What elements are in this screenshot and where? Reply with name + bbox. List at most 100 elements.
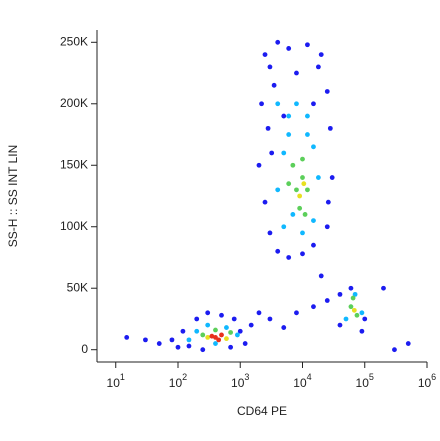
point: [224, 336, 229, 342]
point: [228, 330, 234, 335]
x-axis-label: CD64 PE: [237, 404, 287, 418]
point: [337, 322, 343, 328]
tick-base: 10: [418, 376, 432, 390]
point: [194, 316, 200, 322]
point: [259, 101, 264, 107]
point: [286, 255, 292, 260]
point: [311, 304, 316, 310]
point: [262, 52, 268, 57]
tick-exponent: 5: [369, 372, 374, 382]
point: [305, 187, 310, 193]
y-tick-label: 100K: [60, 219, 88, 233]
point: [275, 39, 281, 45]
point: [231, 316, 237, 322]
point: [169, 337, 175, 343]
tick-base: 10: [231, 376, 245, 390]
point: [348, 285, 354, 291]
point: [262, 199, 268, 205]
point: [200, 332, 206, 338]
point: [224, 325, 229, 330]
point: [348, 304, 354, 310]
point: [281, 325, 287, 330]
point: [351, 307, 357, 313]
point: [286, 132, 292, 137]
point: [324, 224, 330, 230]
point: [329, 175, 335, 180]
point: [275, 187, 281, 193]
point: [362, 316, 368, 322]
point: [286, 46, 292, 51]
point: [205, 322, 211, 328]
y-axis-label: SS-H :: SS INT LIN: [6, 145, 20, 247]
point: [267, 64, 273, 70]
point: [297, 205, 303, 211]
y-tick-label: 0: [81, 342, 88, 356]
y-tick-label: 150K: [60, 157, 88, 171]
point: [350, 295, 356, 301]
point: [305, 113, 310, 119]
point: [305, 132, 310, 137]
point: [311, 144, 316, 150]
point: [327, 125, 333, 131]
point: [242, 341, 248, 346]
point: [267, 230, 273, 236]
point: [269, 150, 275, 156]
point: [286, 181, 292, 187]
point: [318, 52, 324, 57]
point: [265, 125, 271, 131]
point: [325, 199, 331, 205]
point: [200, 347, 206, 353]
point: [300, 175, 305, 180]
point: [354, 312, 360, 318]
point: [256, 162, 262, 168]
point: [281, 224, 287, 230]
point: [219, 312, 224, 318]
x-tick-label: 103: [231, 372, 249, 390]
tick-exponent: 4: [307, 372, 312, 382]
point: [300, 230, 305, 236]
point: [294, 101, 299, 107]
point: [219, 332, 224, 338]
point: [294, 187, 299, 193]
point: [300, 156, 305, 162]
point: [213, 341, 218, 346]
point: [305, 42, 310, 48]
x-tick-label: 102: [169, 372, 187, 390]
point: [186, 337, 192, 343]
point: [352, 291, 358, 297]
point: [175, 344, 181, 350]
x-tick-label: 101: [107, 372, 125, 390]
point: [297, 193, 303, 199]
point: [286, 113, 292, 119]
point: [267, 316, 273, 322]
point: [209, 333, 215, 339]
point: [256, 310, 262, 316]
point: [143, 337, 148, 343]
point: [275, 101, 281, 107]
point: [234, 332, 240, 338]
point: [311, 218, 316, 223]
y-tick-label: 200K: [60, 96, 88, 110]
point: [392, 347, 397, 353]
point: [194, 328, 200, 334]
point: [324, 89, 330, 94]
tick-exponent: 6: [431, 372, 436, 382]
x-tick-label: 106: [418, 372, 436, 390]
point: [405, 341, 411, 346]
point: [302, 212, 308, 217]
point: [381, 285, 386, 291]
point: [301, 181, 307, 187]
tick-base: 10: [169, 376, 183, 390]
point: [228, 344, 234, 350]
point: [186, 343, 192, 349]
y-tick-label: 50K: [67, 280, 88, 294]
point: [315, 175, 321, 180]
point: [275, 248, 281, 254]
point: [205, 335, 211, 340]
point: [294, 70, 299, 76]
point: [315, 64, 321, 70]
point: [318, 273, 324, 279]
point: [156, 341, 162, 346]
point: [180, 328, 186, 334]
